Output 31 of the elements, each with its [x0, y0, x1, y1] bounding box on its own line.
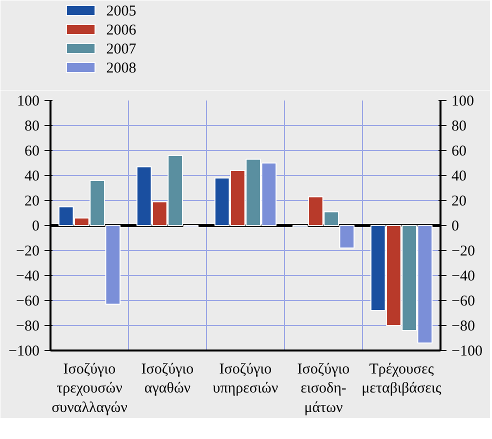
legend-label: 2007: [106, 42, 137, 58]
y2-tick-label: 100: [452, 94, 474, 110]
y-tick-label: −60: [16, 294, 40, 310]
legend-label: 2008: [106, 60, 136, 76]
y-tick-label: 0: [32, 218, 40, 234]
y2-tick-label: 60: [452, 144, 466, 160]
y-tick-label: −80: [16, 318, 40, 334]
y-tick-label: −40: [16, 268, 40, 284]
x-tick-label: Ισοζύγιο υπηρεσιών: [212, 362, 278, 397]
x-tick-label: Ισοζύγιο αγαθών: [141, 362, 194, 397]
y2-tick-label: −60: [452, 294, 475, 310]
x-tick-label: Ισοζύγιο εισοδη- μάτων: [297, 362, 350, 416]
y-tick-label: 60: [24, 144, 40, 160]
y2-tick-label: −100: [452, 344, 482, 360]
y-tick-label: 20: [24, 194, 40, 210]
y-tick-label: 100: [17, 94, 40, 110]
y2-tick-label: 80: [452, 118, 466, 134]
y-tick-label: −100: [8, 344, 40, 360]
legend-label: 2005: [106, 4, 136, 20]
y2-tick-label: 20: [452, 194, 466, 210]
y-tick-label: 40: [24, 168, 40, 184]
x-tick-label: Ισοζύγιο τρεχουσών συναλλαγών: [52, 362, 128, 416]
y2-tick-label: −40: [452, 268, 475, 284]
y-tick-label: −20: [16, 244, 40, 260]
y2-tick-label: −20: [452, 244, 475, 260]
legend-label: 2006: [106, 22, 137, 38]
y2-tick-label: 0: [452, 218, 459, 234]
y-tick-label: 80: [24, 118, 40, 134]
y2-tick-label: −80: [452, 318, 475, 334]
x-tick-label: Τρέχουσες μεταβιβάσεις: [362, 362, 442, 397]
y2-tick-label: 40: [452, 168, 466, 184]
